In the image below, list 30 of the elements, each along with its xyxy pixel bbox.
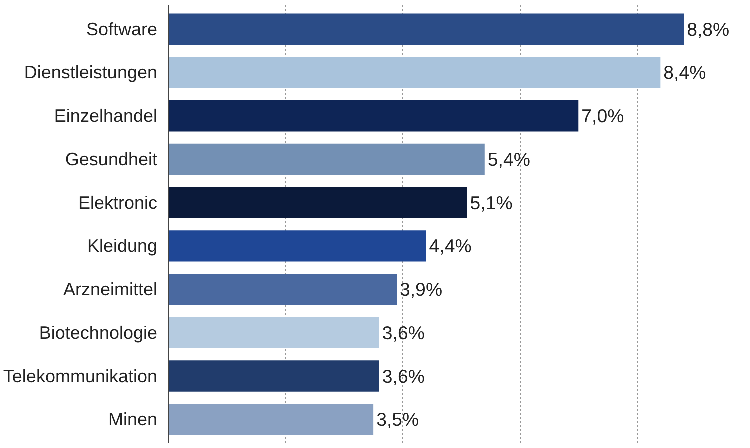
data-label: 8,4% [664,62,706,84]
data-label: 3,6% [382,322,425,344]
data-label: 4,4% [429,236,472,257]
bar [168,144,485,176]
y-tick-label: Biotechnologie [39,322,158,343]
bar [168,14,684,45]
y-tick-label: Arzneimittel [63,280,158,300]
data-label: 8,8% [687,18,730,40]
y-tick-label: Telekommunikation [3,366,158,386]
data-label: 5,1% [470,192,513,214]
y-tick-label: Elektronic [78,192,158,213]
bar [168,360,380,392]
data-label: 3,9% [400,279,443,300]
data-label: 7,0% [582,106,624,127]
bar [168,100,579,132]
y-tick-label: Einzelhandel [54,106,158,126]
bar [168,187,468,218]
data-label: 3,6% [382,366,425,387]
bar [168,404,374,436]
y-tick-label: Minen [108,410,158,430]
y-tick-label: Software [86,19,158,40]
bar [168,317,380,349]
bar [168,274,398,306]
y-tick-label: Dienstleistungen [24,62,158,83]
y-tick-label: Kleidung [87,236,158,256]
data-label: 3,5% [376,409,420,430]
bar [168,230,426,262]
y-tick-label: Gesundheit [65,149,158,170]
data-label: 5,4% [488,148,530,170]
bar [168,57,661,88]
